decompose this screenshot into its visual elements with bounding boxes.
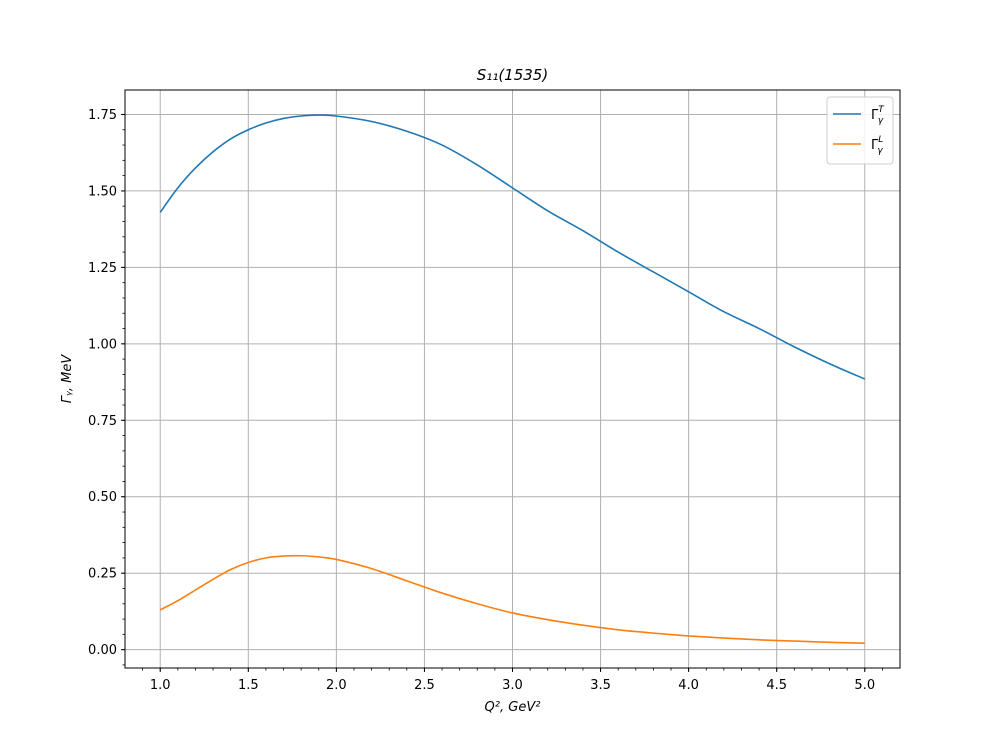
series-layer	[159, 114, 866, 645]
y-tick-label: 0.50	[88, 490, 117, 505]
ticks: 1.0 1.5 2.0 2.5 3.0 3.5 4.0 4.5 5.0 0.00 0.25 0.50 0…	[88, 108, 883, 693]
x-tick-label: 2.5	[414, 678, 435, 693]
legend-label-main: Γ	[871, 138, 879, 153]
legend-label-sup: L	[878, 135, 883, 145]
x-tick-label: 4.0	[678, 678, 699, 693]
x-tick-label: 1.0	[150, 678, 171, 693]
x-tick-label: 3.0	[502, 678, 523, 693]
y-axis-title: Γᵧ, MeV	[60, 354, 75, 404]
chart-title: S₁₁(1535)	[477, 66, 548, 84]
y-tick-label: 0.75	[88, 414, 117, 429]
legend-label: ΓL γ	[871, 135, 883, 156]
y-tick-label: 1.00	[88, 337, 117, 352]
x-axis-title: Q², GeV²	[485, 700, 541, 715]
y-tick-label: 1.75	[88, 108, 117, 123]
y-tick-label: 0.00	[88, 643, 117, 658]
y-tick-label: 0.25	[88, 567, 117, 582]
y-tick-label: 1.25	[88, 261, 117, 276]
x-tick-label: 4.5	[766, 678, 787, 693]
legend-label: ΓT γ	[871, 105, 885, 126]
y-tick-label: 1.50	[88, 184, 117, 199]
legend-label-sup: T	[878, 105, 885, 115]
series-line-0	[159, 114, 866, 380]
legend-label-sub: γ	[877, 146, 883, 156]
series-line-1	[159, 554, 865, 645]
grid	[125, 90, 900, 668]
legend: ΓT γΓL γ	[826, 96, 894, 165]
x-tick-label: 1.5	[238, 678, 259, 693]
legend-label-sub: γ	[878, 116, 884, 126]
legend-label-main: Γ	[871, 108, 879, 123]
x-tick-label: 3.5	[590, 678, 611, 693]
x-tick-label: 2.0	[326, 678, 347, 693]
x-tick-label: 5.0	[854, 678, 875, 693]
